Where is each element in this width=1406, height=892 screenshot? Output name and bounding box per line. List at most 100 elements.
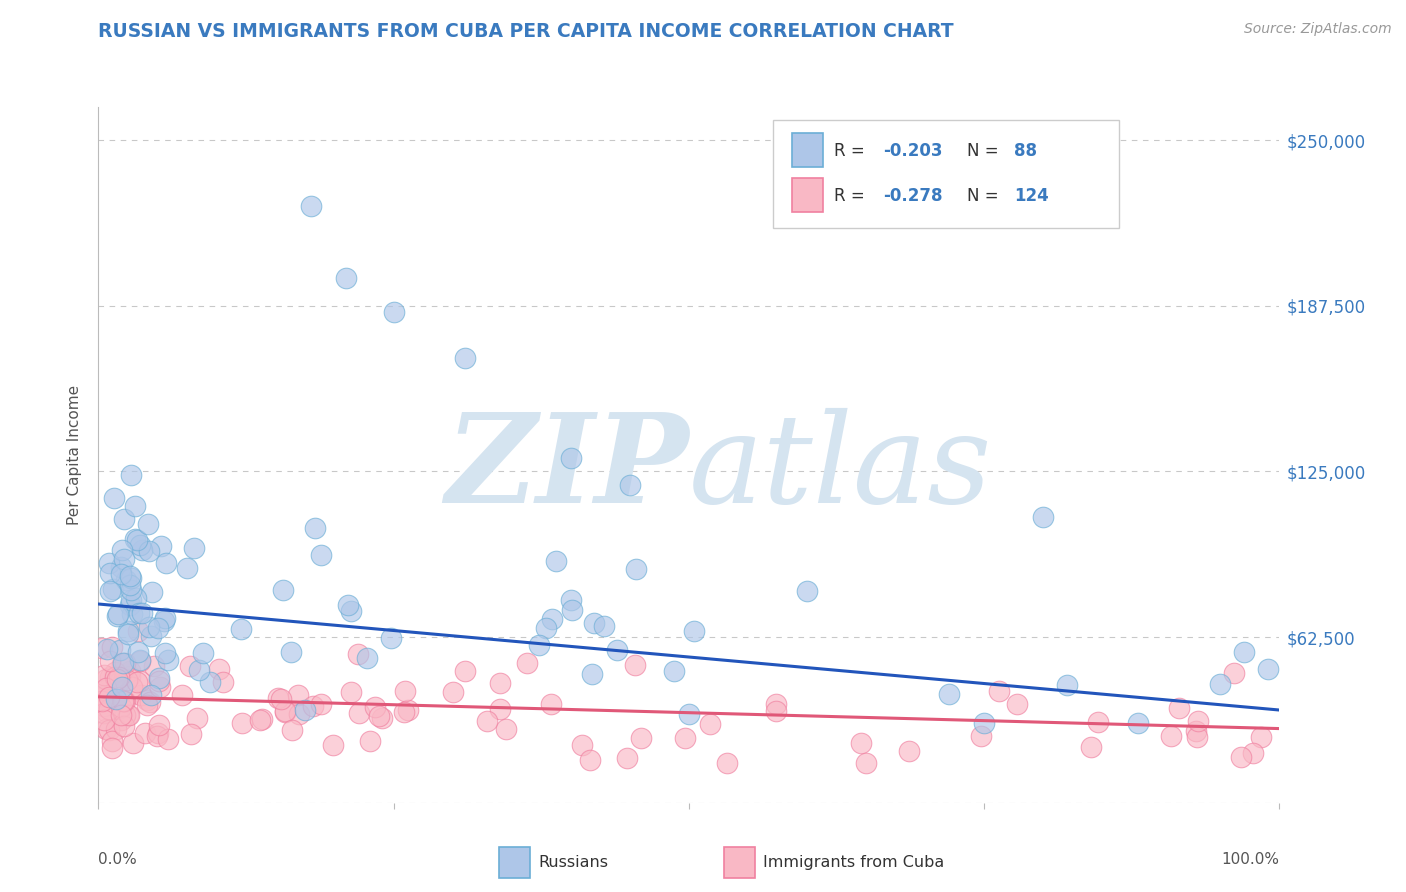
Point [765, 697, 787, 711]
Point [250, 712, 273, 726]
Point [339, 604, 361, 618]
Point [114, 574, 136, 588]
Point [114, 656, 136, 670]
Point [488, 675, 510, 690]
Point [616, 750, 638, 764]
Point [156, 653, 179, 667]
Point [155, 557, 177, 571]
Point [110, 714, 132, 728]
Point [96, 641, 118, 656]
Text: ZIP: ZIP [446, 408, 689, 530]
Point [443, 685, 465, 699]
Point [540, 697, 562, 711]
Point [111, 694, 134, 708]
Point [128, 606, 150, 620]
Text: N =: N = [967, 187, 1004, 205]
Point [571, 739, 593, 753]
Point [117, 708, 139, 723]
Text: R =: R = [834, 143, 870, 161]
Text: atlas: atlas [689, 408, 993, 530]
Point [153, 614, 176, 628]
Point [186, 710, 208, 724]
Point [110, 643, 132, 657]
Point [898, 744, 921, 758]
Point [179, 659, 201, 673]
Point [1241, 746, 1264, 760]
Point [93, 699, 115, 714]
Point [371, 711, 394, 725]
Point [157, 731, 180, 746]
Point [118, 569, 141, 583]
Point [124, 533, 146, 547]
Point [94, 682, 117, 697]
Text: Russians: Russians [538, 855, 609, 870]
Point [98, 670, 121, 684]
Point [249, 713, 271, 727]
Point [94, 672, 117, 686]
Point [453, 351, 475, 365]
Point [129, 653, 152, 667]
Point [118, 578, 141, 592]
Point [561, 603, 583, 617]
Point [105, 608, 128, 623]
Point [118, 708, 141, 723]
Point [477, 714, 499, 728]
Point [131, 543, 153, 558]
Point [1160, 729, 1182, 743]
Point [340, 684, 363, 698]
Text: -0.203: -0.203 [883, 143, 942, 161]
Point [98, 654, 121, 668]
Point [93, 668, 115, 682]
Text: -0.278: -0.278 [883, 187, 942, 205]
Point [581, 667, 603, 681]
Point [336, 599, 359, 613]
Point [973, 716, 995, 731]
Point [135, 698, 157, 712]
Point [98, 566, 121, 581]
Point [273, 705, 295, 719]
Point [855, 756, 877, 770]
Point [1032, 509, 1054, 524]
Point [129, 654, 152, 668]
Point [716, 756, 738, 770]
Point [98, 702, 121, 716]
Text: 100.0%: 100.0% [1222, 852, 1279, 866]
Point [229, 622, 252, 636]
Point [183, 541, 205, 555]
Point [309, 548, 332, 562]
Point [356, 651, 378, 665]
Point [103, 491, 125, 505]
Point [987, 684, 1010, 698]
Point [127, 645, 149, 659]
Text: R =: R = [834, 187, 870, 205]
Point [606, 643, 628, 657]
Point [100, 640, 122, 655]
Point [287, 688, 309, 702]
Point [103, 582, 125, 597]
Point [1209, 677, 1232, 691]
Point [135, 693, 157, 707]
Point [93, 713, 115, 727]
Point [624, 658, 647, 673]
Point [1257, 662, 1279, 676]
Point [534, 621, 557, 635]
Point [302, 699, 325, 714]
Point [396, 703, 419, 717]
Text: 124: 124 [1014, 187, 1049, 205]
Point [148, 718, 170, 732]
Point [127, 624, 149, 638]
Point [516, 656, 538, 670]
Point [100, 741, 122, 756]
Point [120, 593, 142, 607]
Point [142, 659, 165, 673]
Point [111, 542, 134, 557]
Point [662, 665, 685, 679]
Point [104, 722, 127, 736]
Point [380, 631, 402, 645]
Point [849, 736, 872, 750]
Point [100, 734, 122, 748]
Point [626, 562, 648, 576]
Point [139, 695, 162, 709]
Point [335, 271, 357, 285]
Point [630, 731, 652, 745]
